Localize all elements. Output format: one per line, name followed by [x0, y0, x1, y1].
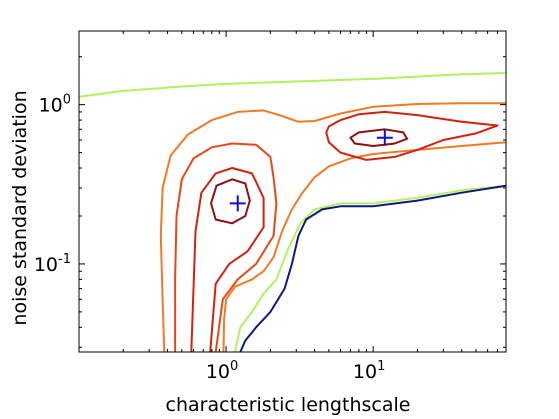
contour-line-9	[234, 184, 506, 352]
optimum-marker-2	[376, 129, 393, 146]
x-tick-label: 101	[353, 359, 385, 383]
plot-area-frame	[78, 30, 507, 353]
y-tick-label: 10-1	[34, 252, 71, 276]
contour-line-4	[174, 142, 278, 352]
y-tick-label: 100	[39, 93, 71, 117]
contour-line-7	[210, 178, 251, 225]
y-axis-label: noise standard deviation	[9, 90, 31, 325]
contour-line-6	[325, 110, 499, 161]
contour-lines	[79, 72, 506, 352]
contour-line-3	[222, 141, 506, 352]
contour-line-8	[349, 128, 409, 147]
contour-line-1	[79, 72, 506, 98]
contour-line-5	[190, 167, 265, 352]
contour-line-2	[159, 102, 506, 352]
x-tick-label: 100	[206, 359, 238, 383]
optimum-marker-1	[229, 195, 246, 212]
x-axis-label: characteristic lengthscale	[166, 394, 411, 416]
contour-line-10	[239, 184, 506, 352]
optimum-markers	[229, 129, 393, 212]
axis-ticks: 100 101 10-1 100	[34, 31, 507, 383]
